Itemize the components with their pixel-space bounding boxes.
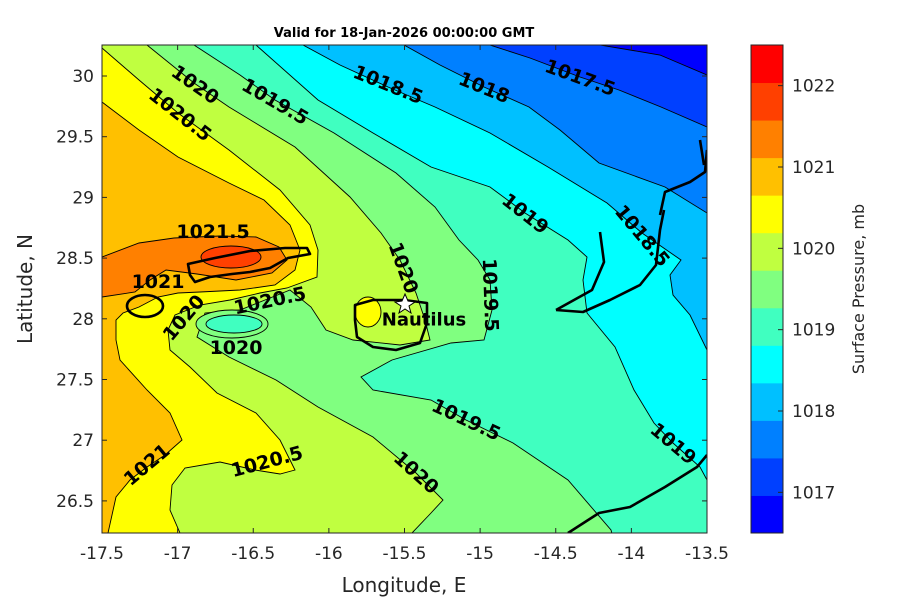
- colorbar-band: [751, 420, 783, 459]
- colorbar-tick-label: 1017: [792, 483, 835, 503]
- colorbar-band: [751, 345, 783, 384]
- x-tick-label: -16: [315, 544, 343, 564]
- colorbar-band: [751, 382, 783, 421]
- nautilus-star-icon: [393, 292, 417, 315]
- x-tick-label: -15.5: [383, 544, 427, 564]
- x-tick-label: -14: [617, 544, 645, 564]
- region-above-1022: [200, 245, 262, 269]
- colorbar-band: [751, 120, 783, 159]
- colorbar-band: [751, 495, 783, 534]
- colorbar-band: [751, 232, 783, 271]
- y-tick-label: 29: [72, 188, 94, 208]
- coastline-tenerife: [186, 246, 312, 284]
- y-axis: 26.5 27 27.5 28 28.5 29 29.5 30: [56, 67, 707, 512]
- y-tick-label: 27.5: [56, 371, 94, 391]
- x-tick-label: -16.5: [231, 544, 275, 564]
- colorbar-tick-label: 1020: [792, 239, 835, 259]
- x-tick-label: -17.5: [80, 544, 124, 564]
- y-tick-label: 28.5: [56, 249, 94, 269]
- coastline-gran-canaria: [353, 298, 429, 352]
- y-tick-label: 29.5: [56, 128, 94, 148]
- colorbar-band: [751, 82, 783, 121]
- colorbar-frame: [750, 44, 784, 534]
- colorbar-band: [751, 270, 783, 309]
- colorbar-band: [751, 457, 783, 496]
- contour-plot-area: 1020 1020.5 1019.5 1018.5 1018 1017.5 10…: [102, 45, 707, 533]
- chart-title: Valid for 18-Jan-2026 00:00:00 GMT: [274, 26, 535, 41]
- contour-label: 1019.5: [478, 258, 503, 332]
- y-tick-label: 27: [72, 431, 94, 451]
- coastline-fuerteventura: [555, 209, 666, 314]
- coastline-lanzarote: [658, 139, 707, 216]
- colorbar: 1017 1018 1019 1020 1021 1022: [750, 44, 835, 534]
- x-tick-label: -17: [164, 544, 192, 564]
- colorbar-band: [751, 45, 783, 84]
- colorbar-tick-label: 1021: [792, 158, 835, 178]
- y-tick-label: 30: [72, 67, 94, 87]
- colorbar-tick-label: 1019: [792, 321, 835, 341]
- colorbar-tick-label: 1022: [792, 77, 835, 97]
- x-tick-label: -14.5: [534, 544, 578, 564]
- coastline-africa: [567, 454, 707, 533]
- colorbar-label: Surface Pressure, mb: [849, 204, 868, 374]
- colorbar-tick-label: 1018: [792, 402, 835, 422]
- x-axis-label: Longitude, E: [342, 573, 467, 597]
- contour-label: 1021: [132, 271, 185, 293]
- contour-label: 1021.5: [176, 221, 249, 243]
- coastline-la-gomera: [125, 293, 165, 319]
- x-tick-label: -15: [466, 544, 494, 564]
- x-tick-label: -13.5: [685, 544, 729, 564]
- contour-label: 1020: [210, 337, 263, 359]
- region-above-1021: [102, 101, 301, 533]
- colorbar-band: [751, 157, 783, 196]
- colorbar-band: [751, 307, 783, 346]
- region-low-pocket-aqua: [205, 314, 263, 334]
- x-axis: -17.5 -17 -16.5 -16 -15.5 -15 -14.5 -14 -13.5: [80, 45, 729, 564]
- nautilus-annotation: Nautilus: [382, 310, 467, 331]
- y-tick-label: 28: [72, 310, 94, 330]
- y-tick-label: 26.5: [56, 492, 94, 512]
- colorbar-band: [751, 195, 783, 234]
- y-axis-label: Latitude, N: [13, 234, 37, 344]
